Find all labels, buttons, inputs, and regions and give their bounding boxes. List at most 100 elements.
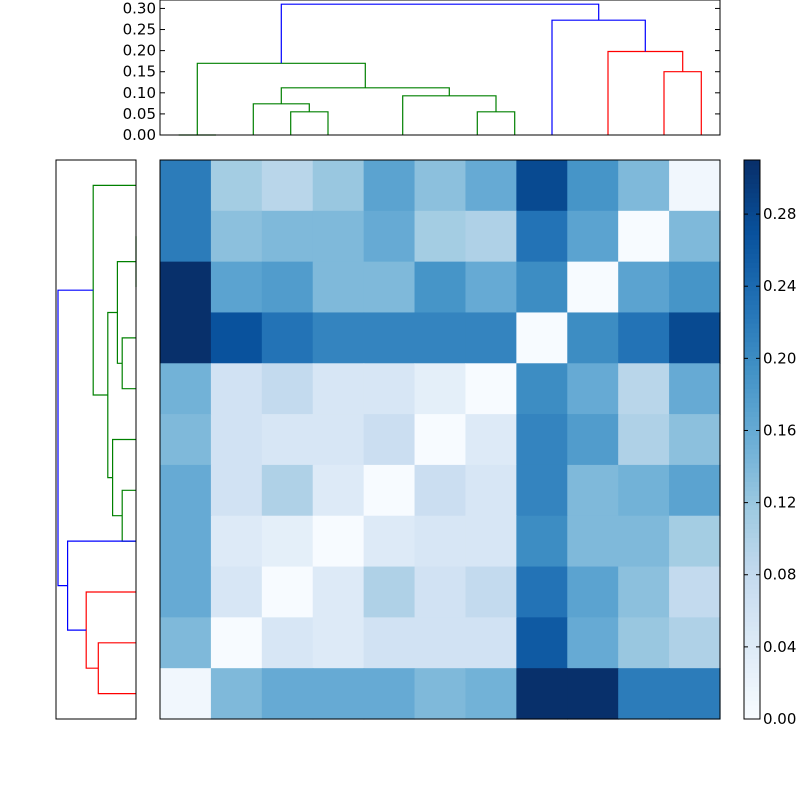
colorbar-step bbox=[744, 509, 760, 515]
heatmap-cell bbox=[210, 210, 263, 263]
heatmap-cell bbox=[516, 160, 568, 212]
colorbar-step bbox=[744, 569, 760, 576]
heatmap-cell bbox=[567, 312, 619, 364]
colorbar: 0.00 0.04 0.08 0.12 0.16 0.20 0.24 0.28 bbox=[743, 159, 796, 728]
heatmap-cell bbox=[414, 566, 467, 618]
heatmap-cell bbox=[465, 414, 517, 466]
colorbar-step bbox=[744, 555, 760, 562]
colorbar-step bbox=[744, 220, 760, 226]
colorbar-step bbox=[744, 602, 760, 608]
heatmap-cell bbox=[414, 210, 467, 263]
heatmap-cell bbox=[618, 668, 670, 720]
heatmap-cell bbox=[312, 160, 365, 212]
colorbar-step bbox=[744, 672, 760, 678]
heatmap-cell bbox=[567, 668, 619, 720]
heatmap-cell bbox=[516, 312, 568, 364]
colorbar-step bbox=[744, 663, 760, 669]
heatmap-cell bbox=[363, 363, 416, 415]
colorbar-step bbox=[744, 481, 760, 487]
colorbar-tick-label: 0.12 bbox=[763, 494, 796, 512]
heatmap-cell bbox=[363, 515, 416, 568]
heatmap-cell bbox=[516, 617, 568, 669]
colorbar-step bbox=[744, 583, 760, 590]
colorbar-step bbox=[744, 546, 760, 552]
heatmap-cell bbox=[261, 566, 314, 618]
heatmap-cell bbox=[618, 566, 670, 618]
heatmap-cell bbox=[414, 617, 467, 669]
heatmap-cell bbox=[210, 515, 263, 568]
heatmap-cell bbox=[261, 261, 314, 314]
colorbar-step bbox=[744, 677, 760, 683]
heatmap-cell bbox=[160, 464, 212, 517]
heatmap-cells bbox=[160, 160, 721, 720]
colorbar-step bbox=[744, 490, 760, 496]
heatmap-cell bbox=[363, 414, 416, 466]
heatmap-cell bbox=[261, 210, 314, 263]
top-dendrogram: 0.00 0.05 0.10 0.15 0.20 0.25 0.30 bbox=[123, 0, 721, 144]
heatmap-cell bbox=[618, 312, 670, 364]
left-dendrogram-link bbox=[57, 289, 94, 587]
heatmap-cell bbox=[414, 160, 467, 212]
colorbar-step bbox=[744, 355, 760, 361]
colorbar-step bbox=[744, 551, 760, 557]
heatmap-cell bbox=[210, 261, 263, 314]
heatmap-cell bbox=[160, 363, 212, 415]
heatmap-cell bbox=[363, 668, 416, 720]
heatmap-cell bbox=[312, 515, 365, 568]
top-dendrogram-tick-label: 0.20 bbox=[123, 42, 156, 60]
heatmap-cell bbox=[414, 312, 467, 364]
colorbar-step bbox=[744, 686, 760, 692]
heatmap-cell bbox=[516, 515, 568, 568]
colorbar-step bbox=[744, 541, 760, 548]
colorbar-step bbox=[744, 309, 760, 315]
colorbar-step bbox=[744, 416, 760, 422]
colorbar-step bbox=[744, 197, 760, 203]
colorbar-step bbox=[744, 472, 760, 478]
colorbar-step bbox=[744, 430, 760, 436]
colorbar-step bbox=[744, 234, 760, 240]
heatmap-cell bbox=[160, 617, 212, 669]
colorbar-step bbox=[744, 253, 760, 259]
top-dendrogram-frame bbox=[159, 0, 721, 136]
heatmap-cell bbox=[465, 160, 517, 212]
heatmap-cell bbox=[669, 160, 721, 212]
colorbar-step bbox=[744, 350, 760, 357]
colorbar-step bbox=[744, 285, 760, 292]
heatmap-cell bbox=[567, 210, 619, 263]
colorbar-step bbox=[744, 486, 760, 492]
top-dendrogram-tick-label: 0.15 bbox=[123, 63, 156, 81]
colorbar-frame bbox=[743, 159, 761, 720]
heatmap-cell bbox=[465, 617, 517, 669]
heatmap-cell bbox=[210, 160, 263, 212]
heatmap-cell bbox=[210, 464, 263, 517]
colorbar-step bbox=[744, 206, 760, 212]
heatmap-cell bbox=[465, 261, 517, 314]
heatmap-cell bbox=[465, 363, 517, 415]
heatmap-cell bbox=[160, 312, 212, 364]
colorbar-step bbox=[744, 695, 760, 701]
colorbar-step bbox=[744, 625, 760, 632]
top-dendrogram-y-axis: 0.00 0.05 0.10 0.15 0.20 0.25 0.30 bbox=[123, 0, 720, 144]
heatmap-cell bbox=[312, 261, 365, 314]
heatmap-cell bbox=[312, 210, 365, 263]
heatmap-cell bbox=[312, 566, 365, 618]
heatmap-cell bbox=[669, 566, 721, 618]
heatmap-cell bbox=[618, 464, 670, 517]
heatmap-cell bbox=[465, 464, 517, 517]
heatmap-cell bbox=[414, 363, 467, 415]
colorbar-step bbox=[744, 607, 760, 613]
top-dendrogram-tick-label: 0.05 bbox=[123, 105, 156, 123]
colorbar-step bbox=[744, 281, 760, 287]
colorbar-step bbox=[744, 532, 760, 538]
heatmap-cell bbox=[465, 210, 517, 263]
heatmap-cell bbox=[210, 668, 263, 720]
colorbar-step bbox=[744, 453, 760, 459]
heatmap-cell bbox=[261, 617, 314, 669]
colorbar-step bbox=[744, 187, 760, 194]
heatmap-cell bbox=[210, 566, 263, 618]
colorbar-step bbox=[744, 276, 760, 282]
heatmap-cell bbox=[414, 668, 467, 720]
colorbar-step bbox=[744, 178, 760, 184]
colorbar-step bbox=[744, 700, 760, 706]
